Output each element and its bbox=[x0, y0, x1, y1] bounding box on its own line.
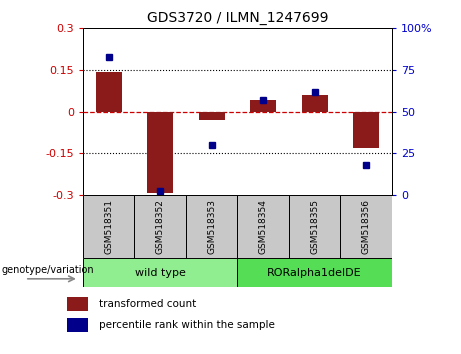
Bar bbox=[289, 195, 340, 258]
Bar bbox=[237, 258, 392, 287]
Text: percentile rank within the sample: percentile rank within the sample bbox=[99, 320, 275, 330]
Text: GSM518354: GSM518354 bbox=[259, 199, 268, 254]
Title: GDS3720 / ILMN_1247699: GDS3720 / ILMN_1247699 bbox=[147, 11, 328, 24]
Text: RORalpha1delDE: RORalpha1delDE bbox=[267, 268, 362, 278]
Bar bbox=[186, 195, 237, 258]
Text: GSM518352: GSM518352 bbox=[156, 199, 165, 254]
Bar bbox=[302, 95, 327, 112]
Bar bbox=[67, 318, 89, 332]
Bar bbox=[237, 195, 289, 258]
Bar bbox=[148, 112, 173, 193]
Text: GSM518353: GSM518353 bbox=[207, 199, 216, 254]
Text: GSM518355: GSM518355 bbox=[310, 199, 319, 254]
Text: wild type: wild type bbox=[135, 268, 186, 278]
Bar bbox=[83, 258, 237, 287]
Text: transformed count: transformed count bbox=[99, 299, 196, 309]
Bar bbox=[83, 195, 135, 258]
Bar bbox=[353, 112, 379, 148]
Text: genotype/variation: genotype/variation bbox=[2, 265, 95, 275]
Text: GSM518356: GSM518356 bbox=[361, 199, 371, 254]
Bar bbox=[135, 195, 186, 258]
Bar bbox=[250, 101, 276, 112]
Bar bbox=[340, 195, 392, 258]
Bar bbox=[199, 112, 225, 120]
Bar bbox=[96, 72, 122, 112]
Bar bbox=[67, 297, 89, 311]
Text: GSM518351: GSM518351 bbox=[104, 199, 113, 254]
